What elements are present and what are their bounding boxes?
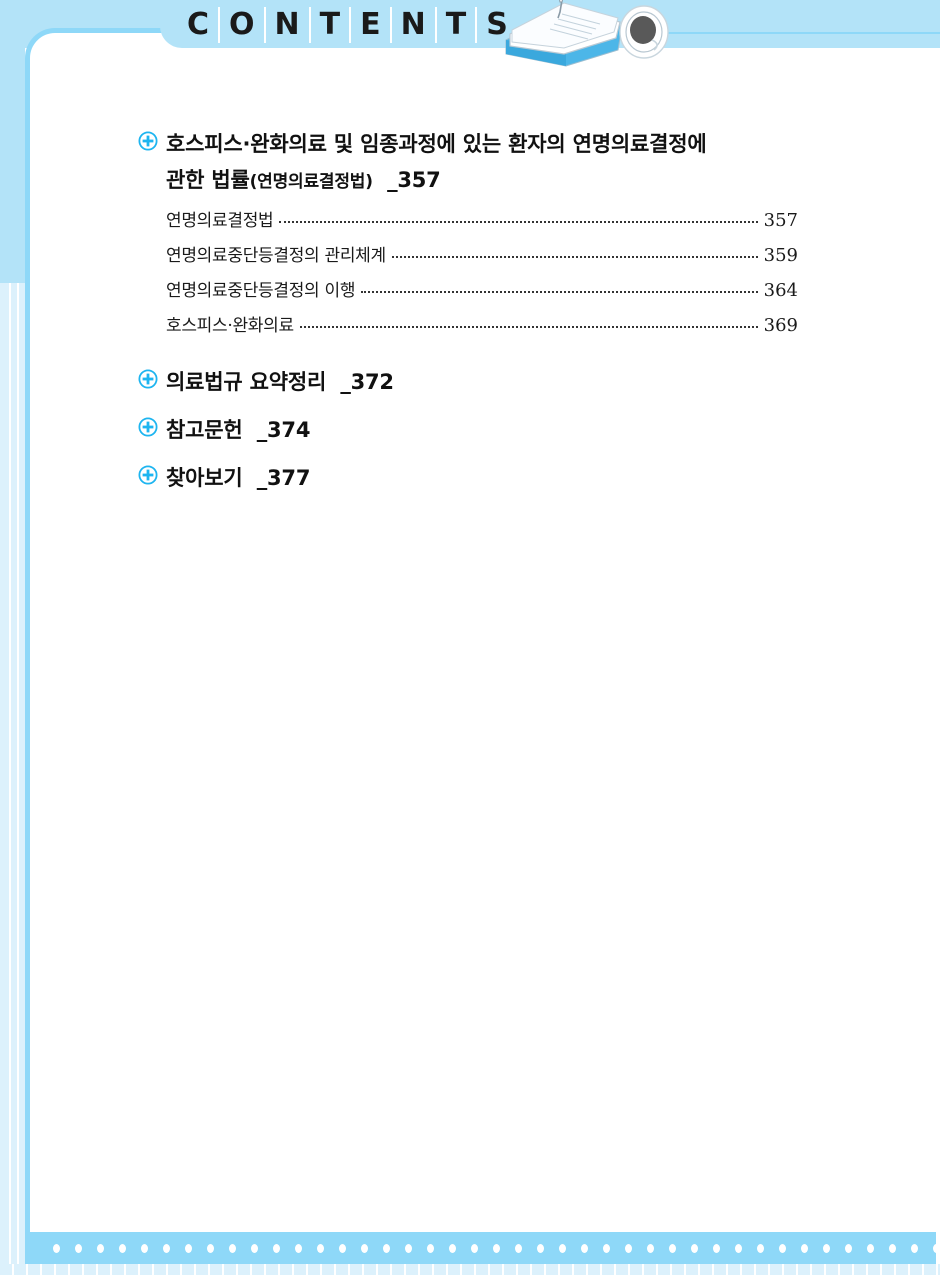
footer-dot xyxy=(405,1243,412,1253)
left-blue-column-striped xyxy=(0,283,25,1275)
footer-dot xyxy=(911,1243,918,1253)
toc-subentry[interactable]: 연명의료중단등결정의 관리체계 359 xyxy=(166,241,798,276)
toc-sublist: 연명의료결정법 357 연명의료중단등결정의 관리체계 359 연명의료중단등결… xyxy=(166,206,798,346)
toc-entry-page: _377 xyxy=(256,466,311,490)
page-title-letter: N xyxy=(266,7,311,43)
footer-dot xyxy=(317,1243,324,1253)
toc-entry-title: 의료법규 요약정리 _372 xyxy=(166,364,394,400)
footer-dot xyxy=(867,1243,874,1253)
toc-subentry-page: 357 xyxy=(763,210,798,231)
left-blue-column-solid xyxy=(0,0,25,283)
footer-dot xyxy=(691,1243,698,1253)
footer-dot xyxy=(295,1243,302,1253)
footer-striped-strip xyxy=(0,1264,940,1275)
toc-entry-page: _374 xyxy=(256,418,311,442)
header-rule-line xyxy=(655,32,940,34)
footer-dot xyxy=(361,1243,368,1253)
toc-subentry-page: 369 xyxy=(763,315,798,336)
footer-dot xyxy=(163,1243,170,1253)
footer-dot xyxy=(713,1243,720,1253)
toc-entry-main[interactable]: 의료법규 요약정리 _372 xyxy=(138,364,798,400)
page-title-letter: O xyxy=(220,7,266,43)
footer-dot xyxy=(141,1243,148,1253)
spacer xyxy=(138,346,798,364)
page-title-letter: T xyxy=(311,7,352,43)
toc-subentry-page: 359 xyxy=(763,245,798,266)
page-title-letter: T xyxy=(437,7,478,43)
toc-entry-title-paren: (연명의료결정법) xyxy=(249,172,373,192)
footer-dot xyxy=(97,1243,104,1253)
toc-subentry-label: 연명의료중단등결정의 이행 xyxy=(166,281,356,301)
toc-entry-title-line1: 호스피스·완화의료 및 임종과정에 있는 환자의 연명의료결정에 xyxy=(166,132,707,156)
footer-dot xyxy=(229,1243,236,1253)
footer-dot xyxy=(933,1243,936,1253)
footer-dot xyxy=(779,1243,786,1253)
footer-dot xyxy=(537,1243,544,1253)
footer-dot xyxy=(515,1243,522,1253)
page-title-letter: N xyxy=(392,7,437,43)
footer-dot xyxy=(119,1243,126,1253)
toc-entry-title-line2: 관한 법률 xyxy=(166,168,250,192)
footer-dot xyxy=(647,1243,654,1253)
dotted-leader xyxy=(299,325,758,328)
page-title-letter: S xyxy=(486,7,508,42)
toc-entry-title-text: 참고문헌 xyxy=(166,418,243,442)
page-title-letter: E xyxy=(351,7,392,43)
toc-subentry[interactable]: 호스피스·완화의료 369 xyxy=(166,311,798,346)
footer-dot xyxy=(625,1243,632,1253)
toc-entry-title: 참고문헌 _374 xyxy=(166,412,310,448)
footer-dot xyxy=(735,1243,742,1253)
toc-entry-main[interactable]: 찾아보기 _377 xyxy=(138,460,798,496)
toc-subentry[interactable]: 연명의료중단등결정의 이행 364 xyxy=(166,276,798,311)
footer-dot xyxy=(581,1243,588,1253)
toc-entry-title-text: 찾아보기 xyxy=(166,466,243,490)
footer-dot xyxy=(801,1243,808,1253)
plus-circle-icon xyxy=(138,369,158,389)
footer-dot xyxy=(251,1243,258,1253)
footer-dot xyxy=(427,1243,434,1253)
footer-dot xyxy=(669,1243,676,1253)
footer-dot xyxy=(889,1243,896,1253)
footer-dot xyxy=(273,1243,280,1253)
toc-subentry-label: 호스피스·완화의료 xyxy=(166,316,294,336)
toc-entry-page: _372 xyxy=(340,370,394,394)
dotted-leader xyxy=(361,290,758,293)
dotted-leader xyxy=(391,255,758,258)
dotted-leader xyxy=(279,220,758,223)
footer-dot xyxy=(207,1243,214,1253)
footer-dot xyxy=(185,1243,192,1253)
table-of-contents: 호스피스·완화의료 및 임종과정에 있는 환자의 연명의료결정에 관한 법률(연… xyxy=(138,126,798,508)
content-panel xyxy=(25,28,940,1236)
toc-entry-page: _357 xyxy=(387,168,441,192)
footer-dot xyxy=(471,1243,478,1253)
toc-subentry-label: 연명의료결정법 xyxy=(166,211,274,231)
footer-dot xyxy=(559,1243,566,1253)
footer-dot xyxy=(75,1243,82,1253)
toc-entry-title: 호스피스·완화의료 및 임종과정에 있는 환자의 연명의료결정에 관한 법률(연… xyxy=(166,126,707,200)
open-book-and-coffee-cup-illustration xyxy=(500,0,680,68)
footer-dot xyxy=(603,1243,610,1253)
toc-subentry[interactable]: 연명의료결정법 357 xyxy=(166,206,798,241)
toc-entry-main[interactable]: 참고문헌 _374 xyxy=(138,412,798,448)
footer-dot xyxy=(53,1243,60,1253)
footer-dot xyxy=(823,1243,830,1253)
toc-entry-title: 찾아보기 _377 xyxy=(166,460,310,496)
toc-subentry-page: 364 xyxy=(763,280,798,301)
footer-dot-band xyxy=(25,1232,936,1264)
footer-dot xyxy=(339,1243,346,1253)
plus-circle-icon xyxy=(138,465,158,485)
footer-dot xyxy=(845,1243,852,1253)
toc-entry-main[interactable]: 호스피스·완화의료 및 임종과정에 있는 환자의 연명의료결정에 관한 법률(연… xyxy=(138,126,798,200)
footer-dot xyxy=(449,1243,456,1253)
page-title-letter: C xyxy=(178,7,221,43)
footer-dot xyxy=(383,1243,390,1253)
footer-dot xyxy=(757,1243,764,1253)
plus-circle-icon xyxy=(138,131,158,151)
plus-circle-icon xyxy=(138,417,158,437)
toc-subentry-label: 연명의료중단등결정의 관리체계 xyxy=(166,246,386,266)
toc-entry-title-text: 의료법규 요약정리 xyxy=(166,370,327,394)
footer-dot xyxy=(493,1243,500,1253)
